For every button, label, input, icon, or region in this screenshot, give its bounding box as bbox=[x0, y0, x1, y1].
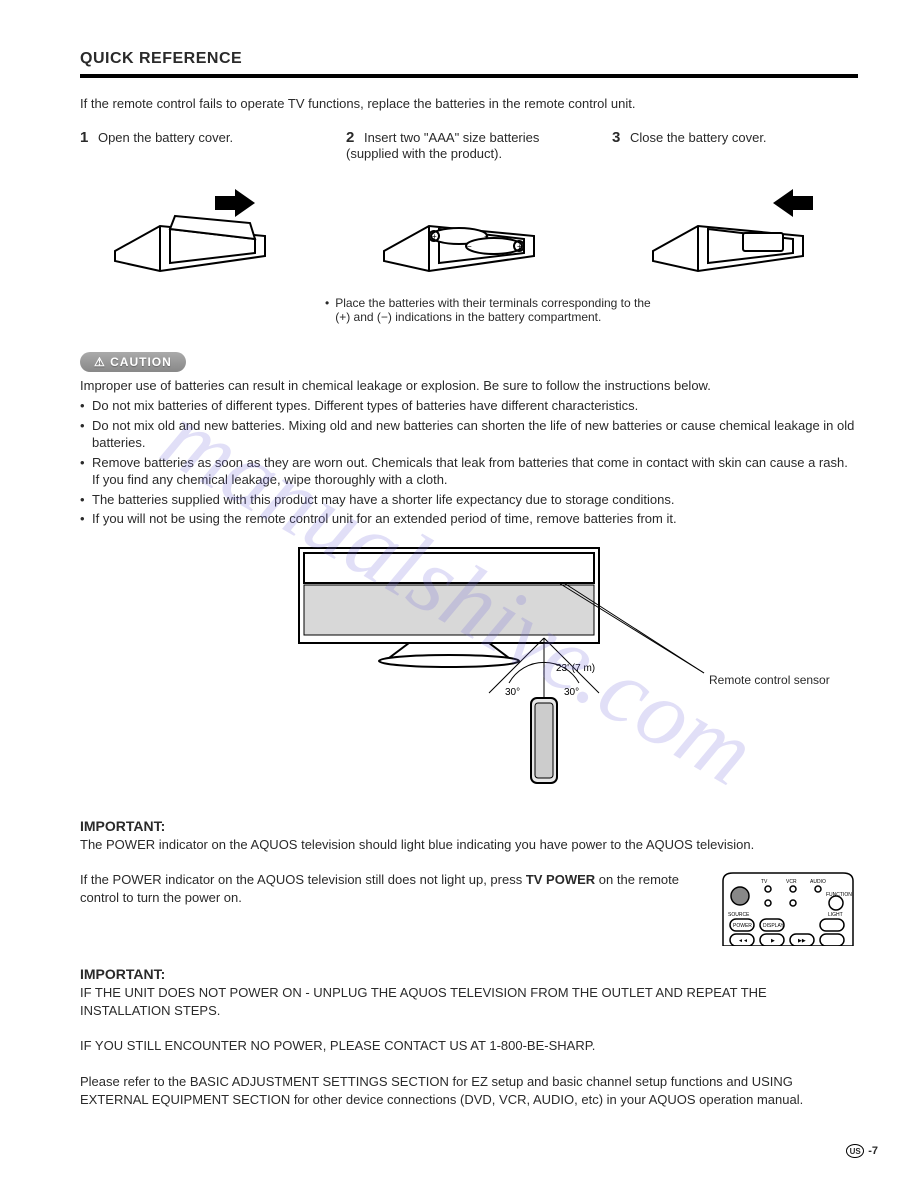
svg-text:−: − bbox=[484, 232, 489, 241]
step-text: Insert two "AAA" size batteries (supplie… bbox=[346, 130, 539, 161]
svg-text:+: + bbox=[432, 232, 437, 241]
svg-text:LIGHT: LIGHT bbox=[828, 912, 843, 918]
caution-badge-text: CAUTION bbox=[110, 355, 172, 369]
step-text: Open the battery cover. bbox=[98, 130, 233, 145]
caution-item: If you will not be using the remote cont… bbox=[80, 510, 858, 528]
caution-intro: Improper use of batteries can result in … bbox=[80, 378, 858, 393]
svg-text:▶▶: ▶▶ bbox=[798, 938, 806, 944]
region-badge: US bbox=[846, 1144, 864, 1158]
svg-text:DISPLAY: DISPLAY bbox=[763, 923, 784, 929]
power-note-text: If the POWER indicator on the AQUOS tele… bbox=[80, 871, 698, 946]
power-note-pre: If the POWER indicator on the AQUOS tele… bbox=[80, 872, 526, 887]
svg-text:FUNCTION: FUNCTION bbox=[826, 892, 852, 898]
power-note-bold: TV POWER bbox=[526, 872, 595, 887]
step-2: 2 Insert two "AAA" size batteries (suppl… bbox=[346, 129, 592, 161]
step-number: 2 bbox=[346, 129, 354, 146]
svg-text:POWER: POWER bbox=[733, 923, 752, 929]
important2-line1: IF THE UNIT DOES NOT POWER ON - UNPLUG T… bbox=[80, 984, 858, 1019]
step-3: 3 Close the battery cover. bbox=[612, 129, 858, 161]
battery-note: • Place the batteries with their termina… bbox=[325, 296, 658, 324]
angle-right-label: 30° bbox=[564, 687, 579, 698]
important-heading-2: IMPORTANT: bbox=[80, 966, 858, 982]
important2-line2: IF YOU STILL ENCOUNTER NO POWER, PLEASE … bbox=[80, 1037, 858, 1055]
intro-text: If the remote control fails to operate T… bbox=[80, 96, 858, 111]
remote-sensor-label: Remote control sensor bbox=[709, 673, 830, 687]
step-1: 1 Open the battery cover. bbox=[80, 129, 326, 161]
svg-text:AUDIO: AUDIO bbox=[810, 879, 826, 885]
battery-diagrams-row: + − − + bbox=[80, 176, 858, 286]
diagram-close-cover bbox=[638, 176, 838, 286]
svg-text:TV: TV bbox=[761, 879, 768, 885]
important-heading: IMPORTANT: bbox=[80, 818, 858, 834]
caution-item: Do not mix old and new batteries. Mixing… bbox=[80, 417, 858, 452]
svg-text:◄◄: ◄◄ bbox=[738, 938, 748, 944]
svg-text:−: − bbox=[467, 242, 472, 251]
step-number: 1 bbox=[80, 129, 88, 146]
diagram-open-cover bbox=[100, 176, 300, 286]
important-text: The POWER indicator on the AQUOS televis… bbox=[80, 836, 858, 854]
angle-left-label: 30° bbox=[505, 687, 520, 698]
step-text: Close the battery cover. bbox=[630, 130, 767, 145]
battery-note-text: Place the batteries with their terminals… bbox=[335, 296, 658, 324]
caution-badge: ⚠ CAUTION bbox=[80, 352, 186, 372]
caution-icon: ⚠ bbox=[94, 355, 106, 369]
steps-row: 1 Open the battery cover. 2 Insert two "… bbox=[80, 129, 858, 161]
remote-top-diagram: TV VCR AUDIO FUNCTION SOURCE LIGHT POWER… bbox=[718, 871, 858, 946]
caution-item: The batteries supplied with this product… bbox=[80, 491, 858, 509]
distance-label: 23' (7 m) bbox=[556, 663, 595, 674]
caution-item: Remove batteries as soon as they are wor… bbox=[80, 454, 858, 489]
diagram-insert-batteries: + − − + bbox=[369, 176, 569, 286]
step-number: 3 bbox=[612, 129, 620, 146]
svg-text:▶: ▶ bbox=[771, 938, 775, 944]
svg-text:SOURCE: SOURCE bbox=[728, 912, 750, 918]
bullet-icon: • bbox=[325, 296, 329, 324]
tv-sensor-diagram: 23' (7 m) 30° 30° Remote control sensor bbox=[209, 543, 729, 793]
page-number: -7 bbox=[868, 1145, 878, 1157]
important2-line3: Please refer to the BASIC ADJUSTMENT SET… bbox=[80, 1073, 858, 1108]
power-note-row: If the POWER indicator on the AQUOS tele… bbox=[80, 871, 858, 946]
page-title: QUICK REFERENCE bbox=[80, 50, 858, 78]
manual-page: QUICK REFERENCE If the remote control fa… bbox=[0, 0, 918, 1188]
caution-item: Do not mix batteries of different types.… bbox=[80, 397, 858, 415]
page-footer: US -7 bbox=[846, 1144, 878, 1158]
svg-text:VCR: VCR bbox=[786, 879, 797, 885]
caution-list: Do not mix batteries of different types.… bbox=[80, 397, 858, 528]
svg-text:+: + bbox=[517, 242, 522, 251]
